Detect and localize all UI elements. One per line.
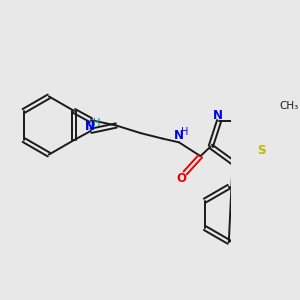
Text: O: O	[176, 172, 186, 185]
Text: N: N	[85, 120, 95, 133]
Text: CH₃: CH₃	[280, 101, 299, 111]
Text: H: H	[182, 128, 189, 137]
Text: N: N	[85, 120, 95, 133]
Text: H: H	[93, 118, 101, 128]
Text: N: N	[174, 129, 184, 142]
Text: N: N	[213, 109, 223, 122]
Text: S: S	[257, 144, 266, 157]
